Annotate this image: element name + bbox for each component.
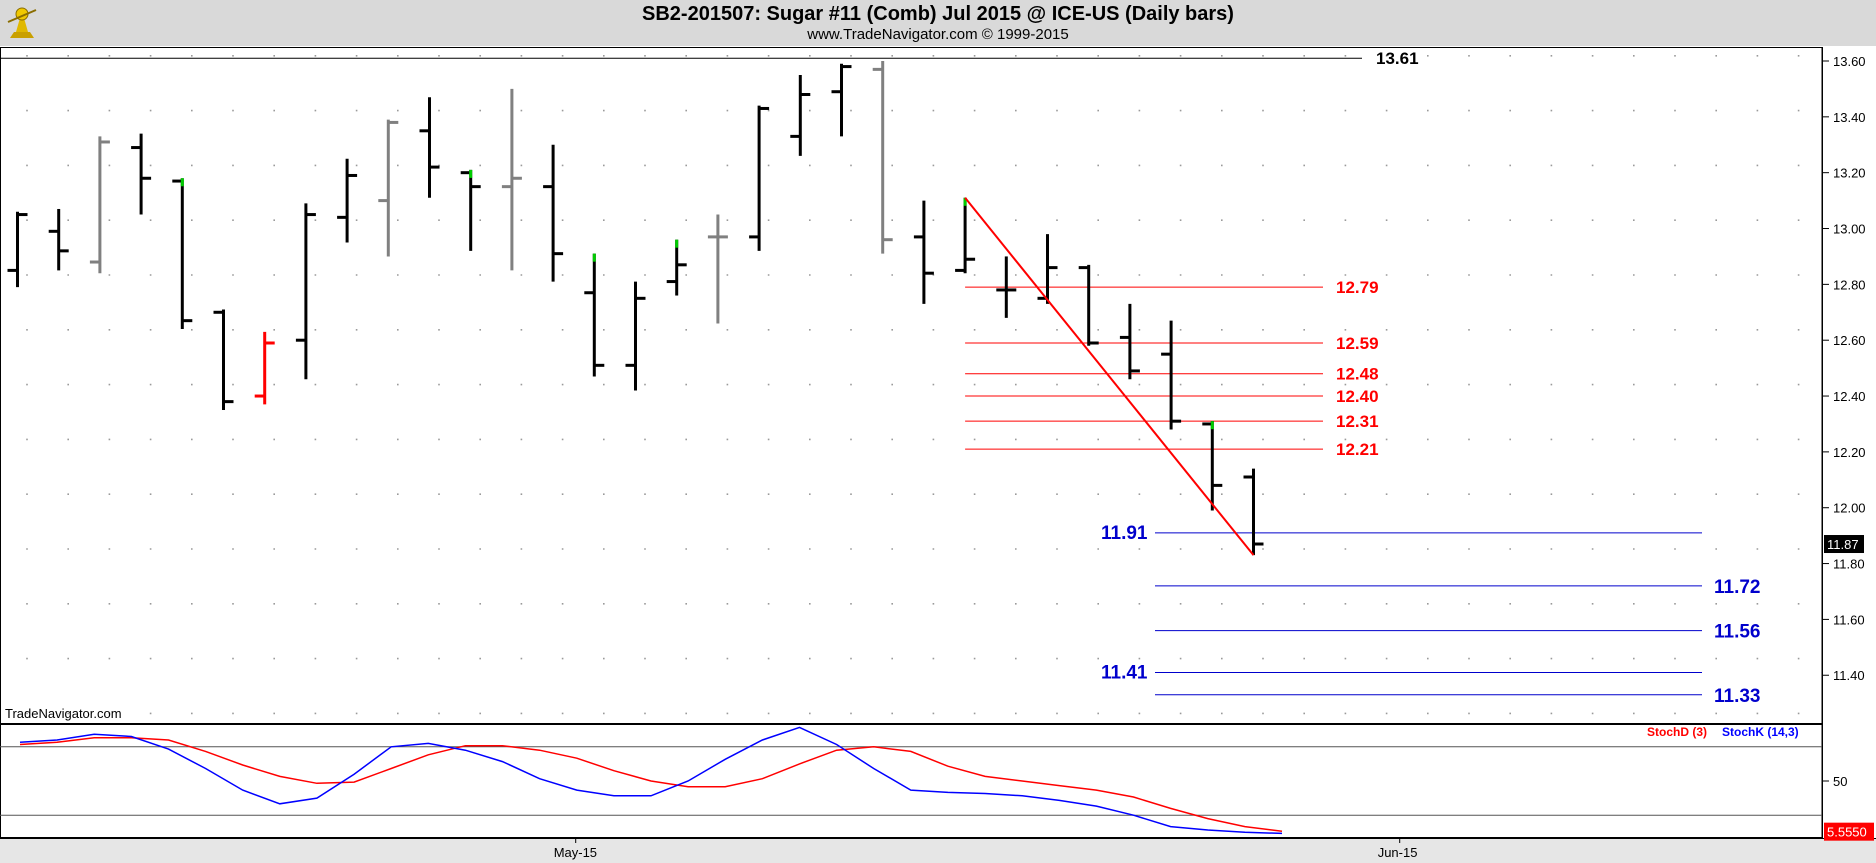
price-tick-label: 13.20 bbox=[1833, 166, 1866, 181]
ohlc-bar bbox=[913, 200, 934, 304]
date-tick-label: Jun-15 bbox=[1378, 845, 1418, 860]
price-tick-label: 11.40 bbox=[1833, 668, 1865, 683]
price-panel-border bbox=[0, 47, 1823, 724]
ohlc-bar bbox=[790, 74, 811, 156]
ohlc-bar bbox=[254, 331, 275, 405]
oscillator-panel-border bbox=[0, 724, 1823, 838]
ohlc-bar bbox=[543, 144, 564, 282]
ohlc-bar bbox=[749, 105, 770, 251]
stoch-last-box bbox=[1824, 822, 1874, 841]
resistance-label: 12.21 bbox=[1336, 440, 1379, 459]
ohlc-bar bbox=[872, 61, 893, 254]
ohlc-bar bbox=[131, 133, 152, 215]
support-label: 11.33 bbox=[1714, 686, 1761, 707]
ohlc-bar bbox=[89, 136, 110, 274]
chart-subtitle: www.TradeNavigator.com © 1999-2015 bbox=[807, 26, 1069, 43]
ohlc-bar bbox=[625, 281, 646, 391]
stoch-series-line bbox=[19, 736, 1283, 832]
stoch-tick-label: 50 bbox=[1833, 774, 1847, 789]
price-tick-label: 12.60 bbox=[1833, 333, 1866, 348]
support-label: 11.41 bbox=[1101, 662, 1148, 683]
ohlc-bar bbox=[1119, 303, 1140, 380]
price-tick-label: 12.40 bbox=[1833, 389, 1866, 404]
stoch-k-legend: StochK (14,3) bbox=[1722, 725, 1799, 739]
date-tick-label: May-15 bbox=[554, 845, 597, 860]
ohlc-bar bbox=[378, 119, 399, 257]
resistance-label: 12.48 bbox=[1336, 365, 1379, 384]
ohlc-bar bbox=[584, 253, 605, 377]
ohlc-bar bbox=[172, 178, 193, 330]
resistance-label: 12.31 bbox=[1336, 412, 1379, 431]
support-label: 11.56 bbox=[1714, 622, 1761, 643]
ohlc-bar bbox=[955, 197, 976, 274]
ohlc-bar bbox=[460, 169, 481, 251]
price-tick-label: 13.00 bbox=[1833, 222, 1866, 237]
price-levels: 13.61 12.79 12.59 12.48 12.40 12.31 12.21 11.91… bbox=[0, 49, 1761, 707]
date-axis: May-15 Jun-15 bbox=[554, 838, 1418, 860]
ohlc-bar bbox=[337, 158, 358, 243]
price-tick-label: 12.20 bbox=[1833, 445, 1866, 460]
ohlc-bar bbox=[213, 309, 234, 410]
price-panel-frame bbox=[0, 47, 1876, 863]
ohlc-bar bbox=[48, 208, 69, 271]
trade-navigator-logo-icon bbox=[7, 7, 37, 38]
ohlc-bar bbox=[419, 97, 440, 198]
price-tick-label: 13.40 bbox=[1833, 110, 1866, 125]
price-tick-label: 11.60 bbox=[1833, 612, 1865, 627]
ohlc-bar bbox=[7, 211, 28, 288]
ohlc-bar bbox=[1202, 421, 1223, 511]
last-price-box bbox=[1824, 535, 1864, 554]
ohlc-bar bbox=[1037, 234, 1058, 304]
ohlc-bars bbox=[7, 61, 1264, 556]
chart-header bbox=[0, 0, 1876, 46]
trend-line bbox=[964, 197, 1255, 556]
resistance-label: 12.59 bbox=[1336, 334, 1379, 353]
ohlc-bar bbox=[996, 256, 1017, 318]
price-tick-label: 13.60 bbox=[1833, 54, 1866, 69]
stoch-series-line bbox=[19, 726, 1283, 835]
ohlc-bar bbox=[295, 203, 316, 380]
support-label: 11.72 bbox=[1714, 577, 1761, 598]
ohlc-bar bbox=[831, 63, 852, 137]
chart-title: SB2-201507: Sugar #11 (Comb) Jul 2015 @ … bbox=[642, 3, 1234, 25]
stochastic-panel: 50 StochD (3) StochK (14,3) 5.5550 bbox=[0, 725, 1874, 841]
stoch-d-legend: StochD (3) bbox=[1647, 725, 1707, 739]
ohlc-bar bbox=[1078, 264, 1099, 346]
price-tick-label: 12.00 bbox=[1833, 501, 1866, 516]
support-label: 11.91 bbox=[1101, 523, 1148, 544]
last-price-label: 11.87 bbox=[1827, 537, 1859, 552]
downtrend-line bbox=[964, 197, 1255, 556]
ohlc-bar bbox=[501, 88, 522, 271]
stoch-last-label: 5.5550 bbox=[1827, 825, 1867, 840]
ohlc-bar bbox=[666, 239, 687, 296]
price-axis: 13.60 13.40 13.20 13.00 12.80 12.60 12.40 12.20… bbox=[1823, 54, 1866, 683]
chart-grid bbox=[26, 55, 1800, 718]
resistance-label: 12.79 bbox=[1336, 278, 1379, 297]
ohlc-bar bbox=[1161, 320, 1182, 430]
high-line-label: 13.61 bbox=[1376, 49, 1419, 68]
price-tick-label: 12.80 bbox=[1833, 277, 1866, 292]
price-tick-label: 11.80 bbox=[1833, 557, 1865, 572]
watermark: TradeNavigator.com bbox=[5, 706, 122, 721]
ohlc-bar bbox=[1243, 468, 1264, 556]
resistance-label: 12.40 bbox=[1336, 387, 1379, 406]
ohlc-bar bbox=[707, 214, 728, 324]
date-axis-background bbox=[0, 838, 1876, 863]
